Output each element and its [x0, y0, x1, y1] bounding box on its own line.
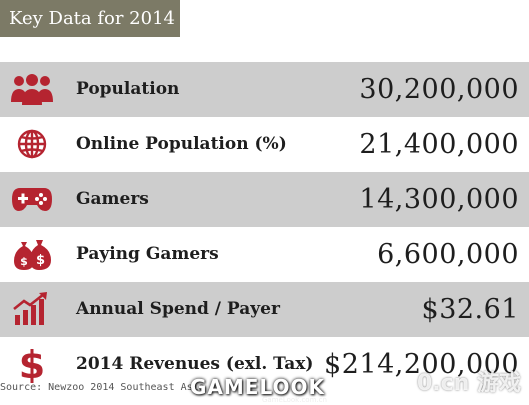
- row-value: 6,600,000: [377, 239, 519, 270]
- watermark-text: GAMELOOK: [190, 375, 325, 399]
- data-row-population: Population 30,200,000: [0, 62, 529, 117]
- row-label: 2014 Revenues (exl. Tax): [76, 354, 314, 374]
- data-row-gamers: Gamers 14,300,000: [0, 172, 529, 227]
- row-label: Gamers: [76, 189, 149, 209]
- row-value: 21,400,000: [359, 129, 519, 160]
- svg-text:$: $: [19, 345, 45, 383]
- people-icon: [9, 70, 55, 108]
- money-bags-icon: $ $: [9, 235, 55, 273]
- globe-icon: [9, 125, 55, 163]
- data-row-annual-spend: Annual Spend / Payer $32.61: [0, 282, 529, 337]
- gamepad-icon: [9, 180, 55, 218]
- dollar-icon: $: [9, 345, 55, 383]
- watermark-subtext: GameLook.com.cn: [262, 396, 327, 404]
- gamelook-watermark: GAMELOOK GameLook.com.cn: [190, 375, 327, 404]
- key-data-list: Population 30,200,000 Online Population …: [0, 62, 529, 392]
- site-watermark: 0.cn 游戏: [416, 371, 521, 396]
- svg-text:$: $: [36, 253, 45, 268]
- row-label: Annual Spend / Payer: [76, 299, 280, 319]
- row-value: $214,200,000: [324, 349, 519, 380]
- source-note: Source: Newzoo 2014 Southeast Asia: [0, 382, 205, 393]
- data-row-online-population: Online Population (%) 21,400,000: [0, 117, 529, 172]
- row-value: 30,200,000: [359, 74, 519, 105]
- data-row-revenues: $ 2014 Revenues (exl. Tax) $214,200,000: [0, 337, 529, 392]
- svg-text:$: $: [20, 255, 28, 268]
- growth-chart-icon: [9, 290, 55, 328]
- row-label: Paying Gamers: [76, 244, 219, 264]
- data-row-paying-gamers: $ $ Paying Gamers 6,600,000: [0, 227, 529, 282]
- page-title: Key Data for 2014: [0, 0, 180, 37]
- row-label: Population: [76, 79, 180, 99]
- row-value: 14,300,000: [359, 184, 519, 215]
- row-value: $32.61: [421, 294, 519, 325]
- row-label: Online Population (%): [76, 134, 287, 154]
